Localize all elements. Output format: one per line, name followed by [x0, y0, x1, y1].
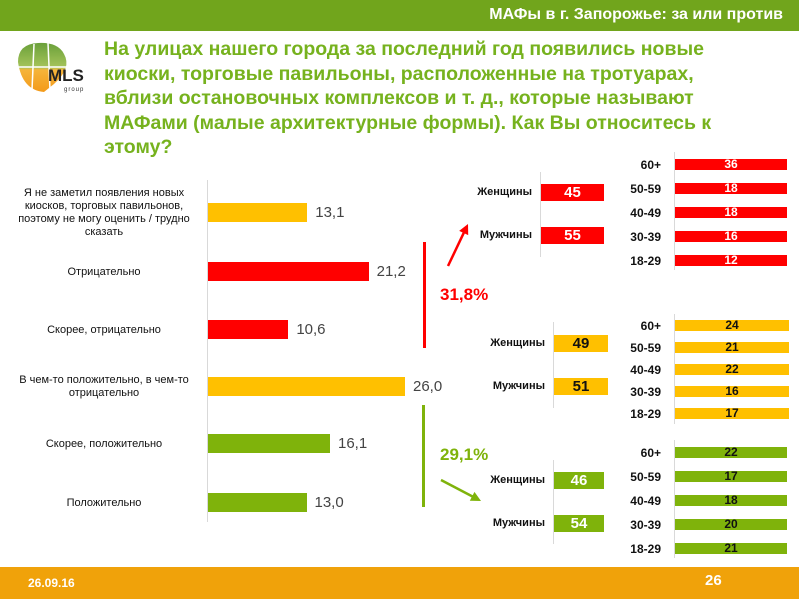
- age-label: 40-49: [630, 363, 661, 377]
- age-label: 18-29: [630, 542, 661, 556]
- value-label: 16,1: [337, 435, 368, 452]
- age-bar: 21: [675, 542, 787, 554]
- age-bar: 17: [675, 470, 787, 482]
- age-label: 60+: [640, 158, 661, 172]
- bar: [208, 203, 308, 222]
- age-bar: 24: [675, 319, 789, 331]
- footer-date: 26.09.16: [28, 576, 75, 590]
- bar: [208, 434, 330, 453]
- age-bar: 22: [675, 363, 789, 375]
- category-label: Положительно: [66, 496, 142, 509]
- age-label: 40-49: [630, 206, 661, 220]
- slide-title: МАФы в г. Запорожье: за или против: [489, 6, 783, 23]
- age-bar: 21: [675, 341, 789, 353]
- bar: [208, 493, 307, 512]
- age-divider: [674, 314, 675, 424]
- age-label: 50-59: [630, 341, 661, 355]
- negative-total: 31,8%: [440, 285, 489, 304]
- age-bar: 18: [675, 494, 787, 506]
- age-bar: 18: [675, 206, 787, 218]
- gender-bar: 49: [554, 335, 608, 352]
- gender-label: Мужчины: [479, 229, 532, 241]
- value-label: 21,2: [376, 263, 406, 280]
- age-bar: 20: [675, 518, 787, 530]
- age-label: 30-39: [630, 518, 661, 532]
- svg-text:group: group: [64, 87, 84, 93]
- question-text: На улицах нашего города за последний год…: [104, 38, 712, 158]
- gender-label: Женщины: [477, 186, 532, 198]
- logo-text: MLS: [48, 66, 84, 85]
- header-bar: [0, 0, 799, 31]
- age-label: 30-39: [630, 230, 661, 244]
- gender-divider: [540, 172, 541, 257]
- category-label: В чем-то положительно, в чем-то отрицате…: [19, 374, 189, 399]
- bar: [208, 377, 405, 396]
- bar: [208, 320, 289, 339]
- positive-bracket: [422, 405, 425, 507]
- age-bar: 16: [675, 230, 787, 242]
- value-label: 26,0: [413, 378, 443, 395]
- gender-label: Женщины: [490, 474, 545, 486]
- page-number: 26: [705, 572, 722, 589]
- category-label: Скорее, положительно: [45, 437, 163, 450]
- negative-bracket: [423, 242, 426, 348]
- gender-divider: [553, 322, 554, 408]
- age-divider: [674, 440, 675, 558]
- category-label: Отрицательно: [67, 265, 141, 278]
- age-divider: [674, 152, 675, 270]
- age-label: 50-59: [630, 470, 661, 484]
- age-label: 30-39: [630, 385, 661, 399]
- age-label: 18-29: [630, 407, 661, 421]
- age-bar: 18: [675, 182, 787, 194]
- age-bar: 12: [675, 254, 787, 266]
- age-bar: 22: [675, 446, 787, 458]
- value-label: 10,6: [296, 321, 326, 338]
- age-bar: 16: [675, 385, 789, 397]
- age-bar: 17: [675, 407, 789, 419]
- age-label: 60+: [640, 319, 661, 333]
- age-label: 18-29: [630, 254, 661, 268]
- value-label: 13,1: [315, 204, 345, 221]
- age-bar: 36: [675, 158, 787, 170]
- mls-logo: MLS group: [18, 42, 84, 93]
- age-label: 60+: [640, 446, 661, 460]
- gender-bar: 46: [554, 472, 604, 489]
- gender-bar: 54: [554, 515, 604, 532]
- gender-label: Мужчины: [492, 380, 545, 392]
- category-label: Я не заметил появления новых киосков, то…: [18, 187, 190, 238]
- bar: [208, 262, 369, 281]
- gender-bar: 51: [554, 378, 608, 395]
- gender-bar: 45: [541, 184, 604, 201]
- gender-label: Мужчины: [492, 517, 545, 529]
- axis-line: [207, 180, 208, 522]
- value-label: 13,0: [314, 494, 344, 511]
- category-label: Скорее, отрицательно: [47, 323, 161, 336]
- age-label: 50-59: [630, 182, 661, 196]
- gender-bar: 55: [541, 227, 604, 244]
- gender-divider: [553, 460, 554, 544]
- gender-label: Женщины: [490, 337, 545, 349]
- footer-bar: [0, 567, 799, 599]
- positive-total: 29,1%: [440, 445, 489, 464]
- age-label: 40-49: [630, 494, 661, 508]
